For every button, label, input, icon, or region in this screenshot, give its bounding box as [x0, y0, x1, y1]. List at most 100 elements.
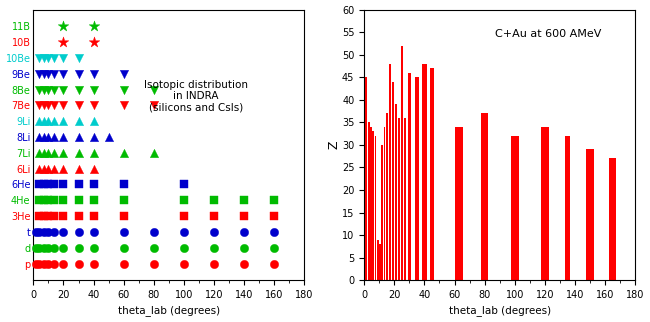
Point — [118, 71, 129, 76]
Bar — [415, 77, 419, 280]
Point — [88, 229, 99, 234]
Point — [43, 134, 53, 139]
Point — [34, 261, 45, 266]
Point — [39, 229, 49, 234]
Point — [118, 198, 129, 203]
Point — [39, 71, 49, 76]
Point — [58, 182, 69, 187]
Point — [34, 166, 45, 171]
Bar — [368, 122, 370, 280]
Point — [103, 134, 114, 139]
Point — [34, 55, 45, 61]
Point — [149, 261, 159, 266]
Point — [43, 245, 53, 251]
Point — [73, 245, 84, 251]
Point — [58, 261, 69, 266]
Point — [49, 198, 60, 203]
Point — [73, 103, 84, 108]
Point — [209, 261, 219, 266]
Point — [209, 229, 219, 234]
Point — [58, 71, 69, 76]
Point — [88, 261, 99, 266]
Point — [88, 198, 99, 203]
Point — [73, 87, 84, 92]
Point — [149, 103, 159, 108]
Bar — [566, 136, 570, 280]
Point — [39, 87, 49, 92]
Point — [58, 103, 69, 108]
Bar — [370, 127, 372, 280]
Point — [88, 24, 99, 29]
Point — [49, 55, 60, 61]
Point — [118, 103, 129, 108]
Point — [39, 245, 49, 251]
Y-axis label: Z: Z — [328, 141, 341, 149]
Point — [239, 198, 250, 203]
Bar — [422, 64, 426, 280]
Point — [39, 166, 49, 171]
Bar — [374, 136, 376, 280]
Point — [39, 118, 49, 124]
Point — [239, 213, 250, 219]
Bar — [377, 240, 378, 280]
Point — [49, 166, 60, 171]
Point — [31, 229, 42, 234]
Point — [43, 71, 53, 76]
Point — [49, 213, 60, 219]
Point — [34, 118, 45, 124]
X-axis label: theta_lab (degrees): theta_lab (degrees) — [448, 306, 551, 317]
Point — [73, 166, 84, 171]
Point — [88, 182, 99, 187]
Point — [49, 229, 60, 234]
Point — [88, 87, 99, 92]
Bar — [382, 145, 383, 280]
Point — [34, 213, 45, 219]
Point — [43, 166, 53, 171]
Point — [239, 261, 250, 266]
Point — [58, 198, 69, 203]
Bar — [372, 131, 374, 280]
Point — [58, 229, 69, 234]
Point — [49, 118, 60, 124]
Point — [39, 198, 49, 203]
Point — [179, 245, 189, 251]
Point — [34, 71, 45, 76]
Bar — [455, 127, 463, 280]
Point — [49, 87, 60, 92]
Point — [269, 198, 280, 203]
Point — [58, 87, 69, 92]
Point — [269, 213, 280, 219]
Point — [43, 213, 53, 219]
Point — [58, 118, 69, 124]
Point — [118, 87, 129, 92]
Bar — [481, 113, 488, 280]
Point — [149, 245, 159, 251]
Point — [34, 245, 45, 251]
Point — [179, 182, 189, 187]
Point — [88, 245, 99, 251]
Point — [31, 261, 42, 266]
Point — [118, 182, 129, 187]
Point — [88, 134, 99, 139]
Point — [39, 213, 49, 219]
Bar — [384, 127, 385, 280]
Bar — [609, 158, 616, 280]
Bar — [430, 68, 434, 280]
Point — [88, 118, 99, 124]
Point — [88, 150, 99, 156]
Point — [34, 229, 45, 234]
Point — [239, 245, 250, 251]
Point — [43, 118, 53, 124]
Point — [118, 229, 129, 234]
Point — [39, 150, 49, 156]
Bar — [408, 73, 411, 280]
Point — [39, 103, 49, 108]
Point — [58, 150, 69, 156]
Point — [39, 182, 49, 187]
Point — [73, 213, 84, 219]
Point — [49, 245, 60, 251]
Point — [209, 198, 219, 203]
Point — [58, 39, 69, 44]
Point — [39, 134, 49, 139]
Point — [179, 198, 189, 203]
